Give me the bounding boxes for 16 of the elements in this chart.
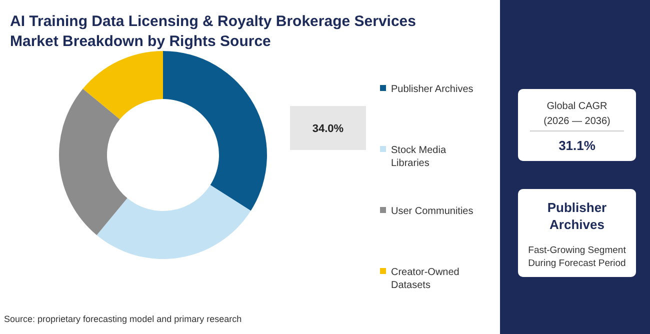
data-label: 34.0% [312, 123, 344, 135]
text: Publisher Archives [547, 200, 607, 232]
donut-slice [163, 51, 267, 211]
donut-slice [59, 88, 128, 236]
legend-label: Stock Media Libraries [391, 145, 446, 169]
donut-slice [96, 185, 251, 259]
source-note: Source: proprietary forecasting model and primary research [4, 314, 242, 324]
text: Global CAGR [546, 101, 608, 112]
donut-slice [82, 51, 163, 120]
legend-label: User Communities [391, 206, 474, 217]
text: (2026 — 2036) [544, 116, 610, 127]
legend-label: Publisher Archives [391, 84, 474, 95]
text: Fast-Growing Segment During Forecast Period [528, 245, 626, 269]
legend-label: Creator-Owned Datasets [391, 267, 460, 291]
chart-title: AI Training Data Licensing & Royalty Brokerage Services Market Breakdown by Rights Source [10, 13, 416, 50]
text: 31.1% [558, 138, 596, 153]
